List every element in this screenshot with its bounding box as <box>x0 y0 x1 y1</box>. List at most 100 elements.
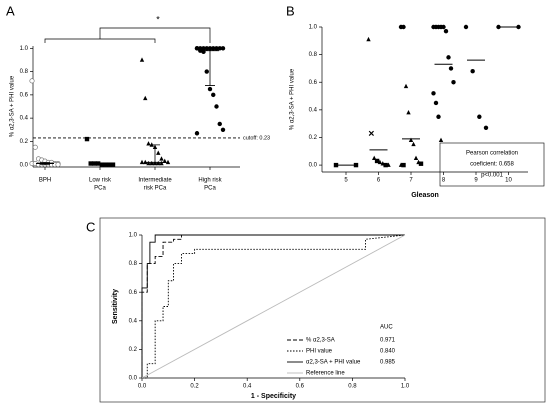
point <box>401 24 406 30</box>
point <box>146 160 151 166</box>
point <box>446 55 451 60</box>
point <box>413 155 419 160</box>
x-tick-label: 6 <box>377 178 381 184</box>
legend-label: % α2,3-SA <box>306 338 335 344</box>
x-tick-label: 9 <box>474 178 478 184</box>
x-tick-label: 8 <box>442 178 446 184</box>
point <box>353 162 359 168</box>
iqr-bar <box>150 144 160 164</box>
point <box>103 162 108 167</box>
point <box>483 125 489 131</box>
iqr-bar <box>205 47 215 86</box>
point <box>377 159 383 165</box>
point <box>436 114 441 119</box>
point <box>374 158 380 164</box>
point <box>139 159 145 165</box>
y-tick-label: 0.0 <box>20 162 29 168</box>
legend-label: Reference line <box>306 371 345 377</box>
point <box>411 141 416 147</box>
point <box>146 141 151 146</box>
roc-line <box>142 234 406 379</box>
x-tick-label: 10 <box>505 178 512 184</box>
x-tick-label: risk PCa <box>144 186 167 192</box>
x-axis-label: 1 - Specificity <box>251 393 296 400</box>
y-tick-label: 0.6 <box>129 290 138 296</box>
point <box>159 156 164 161</box>
point <box>368 130 374 136</box>
x-tick-label: 7 <box>409 178 413 184</box>
point <box>441 24 446 30</box>
point <box>220 46 226 51</box>
point <box>204 69 209 74</box>
y-tick-label: 0.6 <box>309 80 318 86</box>
y-tick-label: 1.0 <box>129 233 138 239</box>
x-tick-label: PCa <box>204 186 216 192</box>
roc-line <box>141 234 405 378</box>
point <box>443 28 449 34</box>
x-tick-label: Low risk <box>89 178 112 184</box>
x-tick-label: 1.0 <box>401 384 410 390</box>
point <box>470 68 475 74</box>
point <box>403 83 409 89</box>
point <box>107 162 112 167</box>
legend-label: PHI value <box>306 349 333 355</box>
point <box>139 57 145 62</box>
point <box>110 162 116 167</box>
x-tick-label: High risk <box>198 178 222 184</box>
point <box>366 36 371 42</box>
x-tick-label: 0.6 <box>296 384 305 390</box>
point <box>214 104 219 109</box>
x-tick-label: BPH <box>39 178 51 184</box>
point <box>55 162 61 168</box>
x-tick-label: 0.8 <box>348 384 357 390</box>
point <box>143 95 148 101</box>
legend-auc: 0.985 <box>380 360 396 366</box>
point <box>32 144 38 150</box>
y-tick-label: 0.2 <box>309 135 318 141</box>
y-tick-label: 0.8 <box>309 52 318 58</box>
point <box>220 127 226 132</box>
significance-bracket <box>44 27 211 43</box>
y-tick-label: 0.2 <box>129 347 138 353</box>
point <box>463 24 469 30</box>
point <box>496 24 501 30</box>
point <box>143 159 148 165</box>
roc-line <box>141 234 405 378</box>
point <box>431 91 436 96</box>
point <box>194 131 200 136</box>
annotation: p<0.001 <box>481 173 504 179</box>
point <box>88 161 93 166</box>
point <box>406 110 411 115</box>
y-tick-label: 0.8 <box>20 69 29 75</box>
point <box>451 80 456 85</box>
point <box>194 46 200 51</box>
y-axis-label: Sensitivity <box>112 289 119 324</box>
point <box>159 160 164 166</box>
y-tick-label: 0.8 <box>129 261 138 267</box>
x-tick-label: Intermediate <box>138 178 172 184</box>
x-axis-label: Gleason <box>411 192 439 199</box>
legend-auc: 0.971 <box>380 338 396 344</box>
point <box>383 162 388 168</box>
point <box>433 100 439 106</box>
significance: * <box>156 14 160 24</box>
x-tick-label: 0.4 <box>243 384 252 390</box>
point <box>477 114 482 119</box>
point <box>207 86 213 92</box>
x-tick-label: 0.2 <box>190 384 199 390</box>
point <box>333 162 339 168</box>
y-tick-label: 1.0 <box>309 25 318 31</box>
y-tick-label: 0.4 <box>20 116 29 122</box>
point <box>211 92 216 98</box>
x-tick-label: 0.0 <box>138 384 147 390</box>
y-tick-label: 0.4 <box>129 318 138 324</box>
point <box>165 159 171 165</box>
point <box>516 24 521 30</box>
x-tick-label: 5 <box>344 178 348 184</box>
point <box>438 137 444 143</box>
roc-line <box>141 234 406 379</box>
point <box>217 121 222 127</box>
point <box>201 46 206 51</box>
y-axis-label: % α2,3-SA + PHI value <box>290 68 296 130</box>
